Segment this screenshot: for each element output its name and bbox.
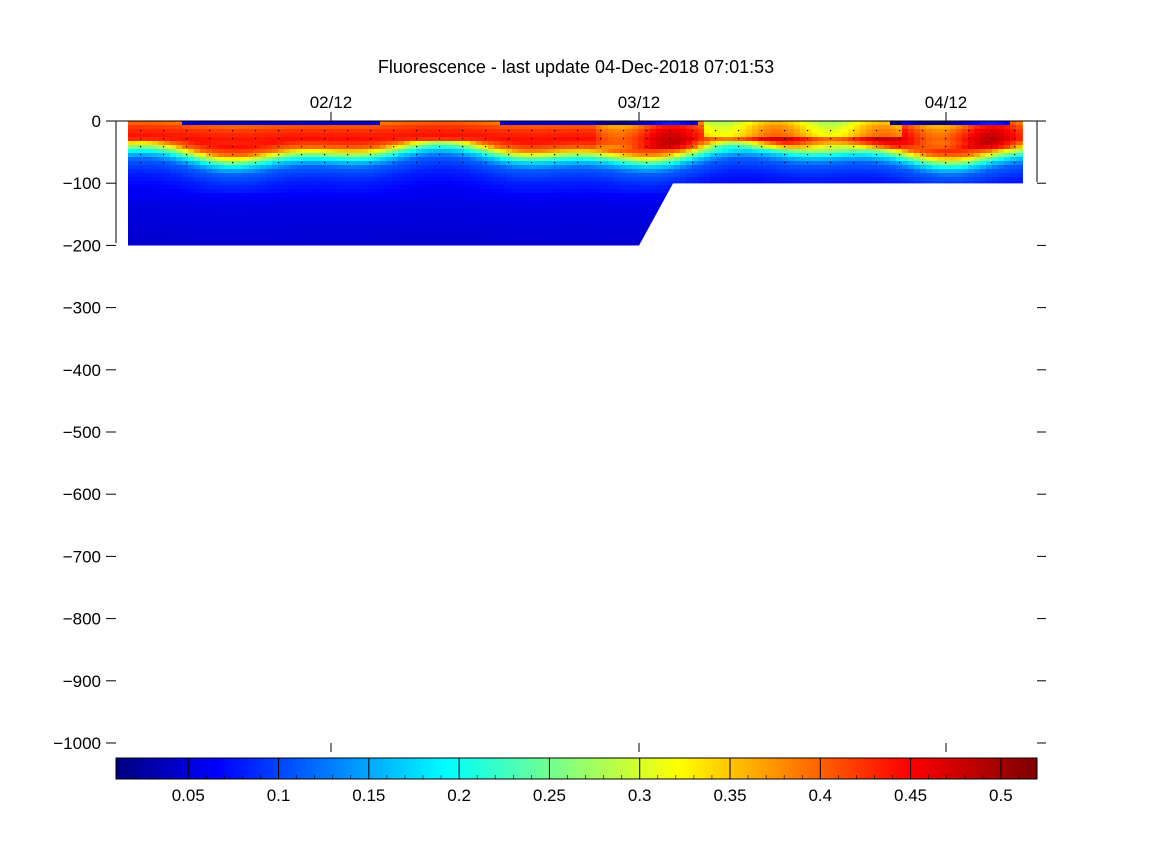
y-axis-left: 0 −100 −200 −300 −400 −500 −600 −700 −800 −900 −10… (53, 112, 117, 753)
colorbar-tick-label: 0.35 (713, 786, 746, 805)
colorbar-scale (115, 757, 1038, 780)
colorbar-tick-label: 0.4 (808, 786, 832, 805)
y-tick-label: −700 (63, 547, 101, 566)
y-tick-label: −800 (63, 610, 101, 629)
heatmap-field (128, 121, 1023, 246)
colorbar-tick-label: 0.5 (989, 786, 1013, 805)
y-tick-label: −300 (63, 299, 101, 318)
y-tick-label: −600 (63, 485, 101, 504)
colorbar-tick-label: 0.25 (533, 786, 566, 805)
colorbar-tick-label: 0.1 (267, 786, 291, 805)
y-axis-right (1036, 120, 1046, 744)
y-tick-label: 0 (92, 112, 101, 131)
y-tick-label: −100 (63, 174, 101, 193)
colorbar-tick-label: 0.3 (628, 786, 652, 805)
y-tick-label: −1000 (53, 734, 101, 753)
colorbar-tick-label: 0.05 (172, 786, 205, 805)
y-tick-label: −900 (63, 672, 101, 691)
colorbar: 0.05 0.1 0.15 0.2 0.25 0.3 0.35 0.4 0.45 0.5 (115, 757, 1038, 805)
colorbar-tick-label: 0.2 (447, 786, 471, 805)
colorbar-tick-label: 0.45 (894, 786, 927, 805)
chart-title: Fluorescence - last update 04-Dec-2018 0… (378, 57, 774, 77)
y-tick-label: −500 (63, 423, 101, 442)
x-axis: 02/12 03/12 04/12 (116, 93, 1037, 752)
x-tick-label: 04/12 (925, 93, 968, 112)
x-tick-label: 02/12 (310, 93, 353, 112)
y-tick-label: −400 (63, 361, 101, 380)
colorbar-tick-label: 0.15 (352, 786, 385, 805)
x-tick-label: 03/12 (618, 93, 661, 112)
y-tick-label: −200 (63, 236, 101, 255)
